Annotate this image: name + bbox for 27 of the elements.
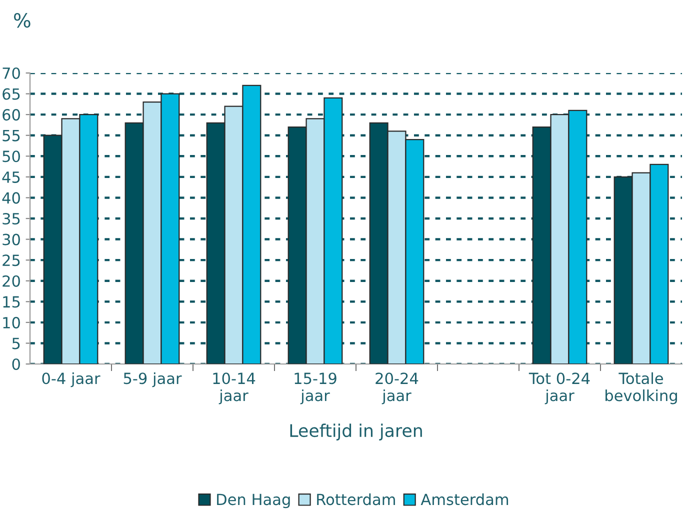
y-tick-label: 45 <box>2 172 20 183</box>
x-tick-label: 10-14 jaar <box>213 372 256 404</box>
x-tick-label: 15-19 jaar <box>294 372 336 404</box>
legend-label: Rotterdam <box>317 493 395 506</box>
y-tick-label: 15 <box>3 296 20 308</box>
y-tick-label: 35 <box>2 212 20 225</box>
x-axis-title: Leeftijd in jaren <box>290 424 422 440</box>
legend-label: Den Haag <box>217 494 290 508</box>
y-tick-label: 25 <box>2 254 20 266</box>
y-tick-label: 55 <box>2 130 20 142</box>
y-tick-label: 20 <box>2 275 20 287</box>
x-tick-label: 20-24 jaar <box>376 372 418 404</box>
y-tick-label: 0 <box>12 358 20 370</box>
y-axis-title: % <box>14 13 30 28</box>
x-tick-label: 5-9 jaar <box>124 372 182 388</box>
y-tick-label: 50 <box>2 150 20 162</box>
legend-label: Amsterdam <box>420 493 508 506</box>
y-tick-label: 65 <box>2 88 20 100</box>
y-tick-label: 40 <box>2 192 20 204</box>
x-tick-label: 0-4 jaar <box>42 372 100 388</box>
y-tick-label: 30 <box>2 234 20 246</box>
y-tick-label: 60 <box>2 109 20 121</box>
y-tick-label: 5 <box>12 338 20 350</box>
y-tick-label: 70 <box>2 67 20 80</box>
y-tick-label: 10 <box>3 316 20 328</box>
x-tick-label: Tot 0-24 jaar <box>528 372 590 404</box>
x-tick-label: Totale bevolking <box>606 372 677 404</box>
